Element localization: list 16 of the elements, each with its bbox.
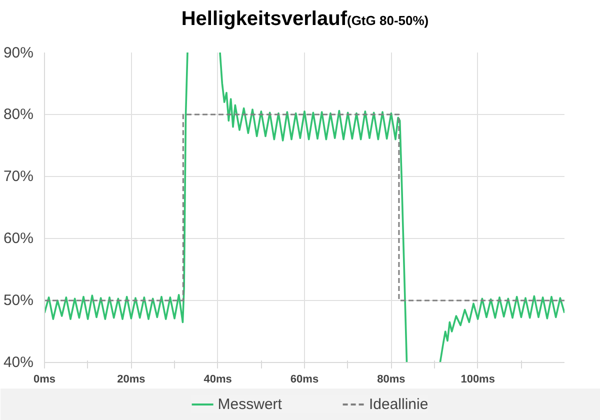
y-tick-label: 50% — [3, 292, 34, 309]
legend-label: Messwert — [218, 395, 282, 413]
chart-subtitle: (GtG 80-50%) — [346, 13, 429, 28]
y-tick-label: 40% — [3, 354, 34, 371]
x-tick-label: 100ms — [460, 374, 495, 386]
y-tick-label: 60% — [3, 230, 34, 247]
x-tick-label: 60ms — [290, 374, 319, 386]
y-tick-label: 80% — [3, 106, 34, 123]
x-tick-label: 0ms — [33, 374, 56, 386]
x-tick-label: 20ms — [117, 374, 146, 386]
x-tick-label: 40ms — [204, 374, 232, 386]
chart-title: Helligkeitsverlauf — [181, 8, 347, 30]
x-tick-label: 80ms — [377, 374, 406, 386]
y-tick-label: 70% — [3, 168, 34, 185]
legend-label: Ideallinie — [368, 395, 428, 413]
y-tick-label: 90% — [3, 44, 34, 62]
